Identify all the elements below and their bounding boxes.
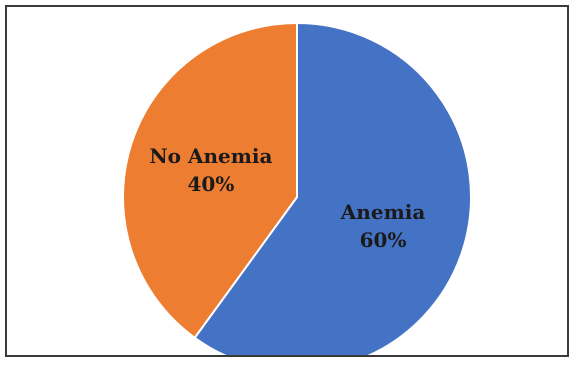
slice-value-no-anemia: 40% [188,172,235,196]
slice-label-anemia: Anemia [340,200,426,224]
pie-labels: Anemia 60% No Anemia 40% [149,144,425,252]
pie-slice-anemia [193,21,472,355]
pie-chart: Anemia 60% No Anemia 40% [122,21,472,355]
pie-slice-no-anemia [122,21,298,340]
chart-frame: Anemia 60% No Anemia 40% [5,5,569,357]
slice-value-anemia: 60% [360,228,407,252]
pie-slices [122,21,472,355]
slice-label-no-anemia: No Anemia [149,144,272,168]
